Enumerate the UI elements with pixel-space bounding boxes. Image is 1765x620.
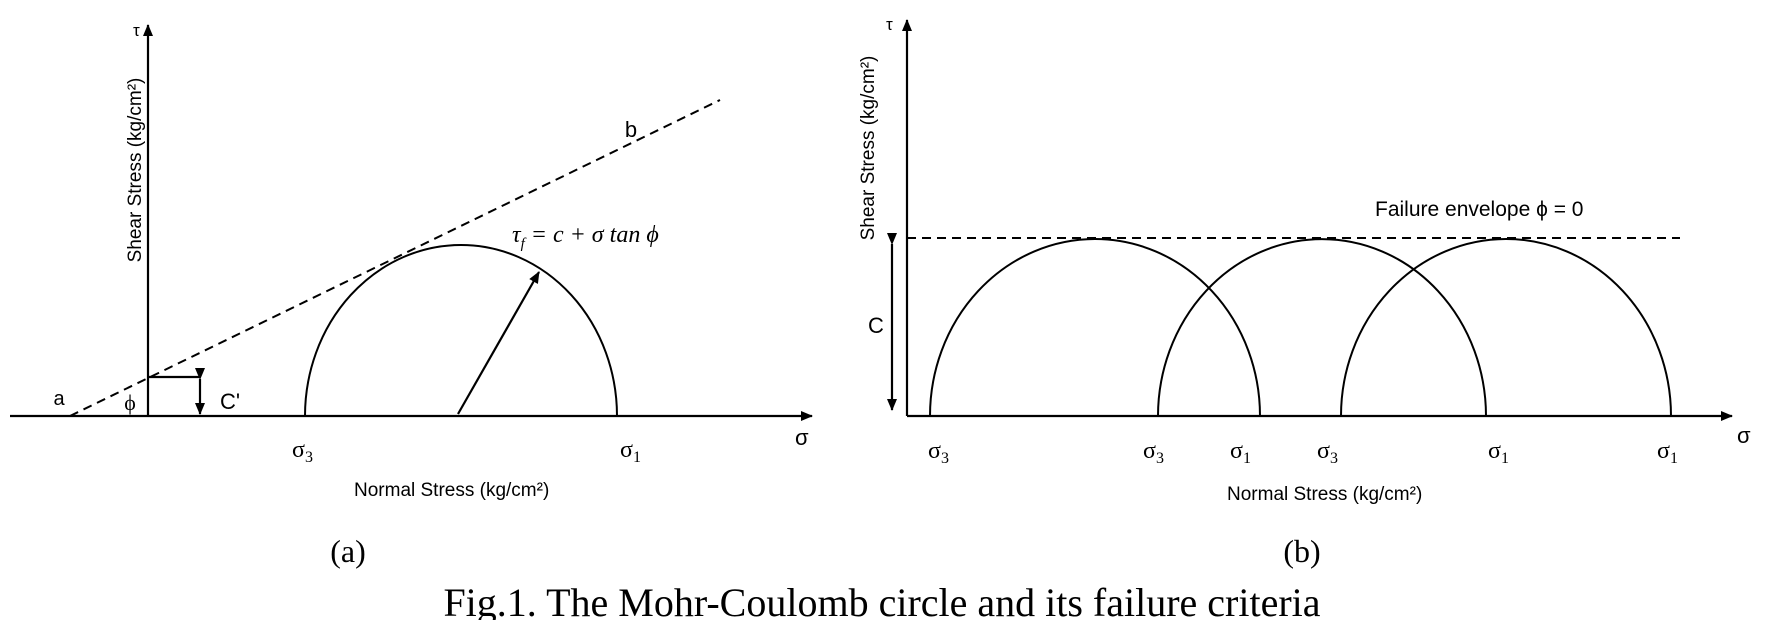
panel-b-mohr-circle-1: [929, 238, 1261, 417]
panel-a-sigma3-label: σ3: [292, 437, 313, 466]
panel-b-mohr-circle-3: [1340, 238, 1672, 417]
panel-a-cohesion-label: C': [220, 389, 240, 414]
panel-a-x-axis-label: Normal Stress (kg/cm²): [354, 480, 549, 501]
panel-a-failure-envelope: [69, 99, 721, 417]
panel-a-x-axis-symbol: σ: [795, 425, 809, 450]
panel-a-phi-label: ϕ: [124, 390, 136, 415]
panel-b-tick-label: σ3: [928, 438, 949, 467]
panel-b-cohesion-label: C: [868, 313, 884, 338]
panel-a-y-axis-symbol: τ: [133, 21, 140, 40]
panel-a: a b ϕ C' τf = c + σ tan ϕ σ3 σ1 σ Normal…: [10, 21, 813, 569]
panel-b-x-axis-label: Normal Stress (kg/cm²): [1227, 484, 1422, 505]
panel-b-tick-label: σ1: [1488, 438, 1509, 467]
panel-a-equation: τf = c + σ tan ϕ: [512, 222, 659, 252]
panel-b-envelope-label: Failure envelope ϕ = 0: [1375, 198, 1583, 221]
panel-a-radius-arrow: [457, 271, 540, 415]
panel-b-caption: (b): [1283, 533, 1320, 569]
panel-b-y-axis-symbol: τ: [886, 15, 893, 34]
panel-b: C Failure envelope ϕ = 0 σ3 σ3 σ1 σ3 σ1 …: [858, 15, 1751, 569]
panel-b-x-axis-symbol: σ: [1737, 423, 1751, 448]
panel-b-mohr-circle-2: [1157, 238, 1487, 417]
panel-b-y-axis-label: Shear Stress (kg/cm²): [858, 56, 879, 241]
panel-a-mohr-circle: [304, 244, 618, 417]
panel-b-tick-label: σ1: [1230, 438, 1251, 467]
panel-a-y-axis-label: Shear Stress (kg/cm²): [125, 78, 146, 263]
panel-a-caption: (a): [330, 533, 366, 569]
panel-a-sigma1-label: σ1: [620, 437, 641, 466]
panel-b-tick-label: σ3: [1143, 438, 1164, 467]
figure-caption: Fig.1. The Mohr-Coulomb circle and its f…: [443, 580, 1320, 620]
panel-a-point-b: b: [625, 117, 637, 142]
panel-a-point-a: a: [53, 388, 65, 410]
panel-b-tick-label: σ3: [1317, 438, 1338, 467]
panel-b-tick-label: σ1: [1657, 438, 1678, 467]
